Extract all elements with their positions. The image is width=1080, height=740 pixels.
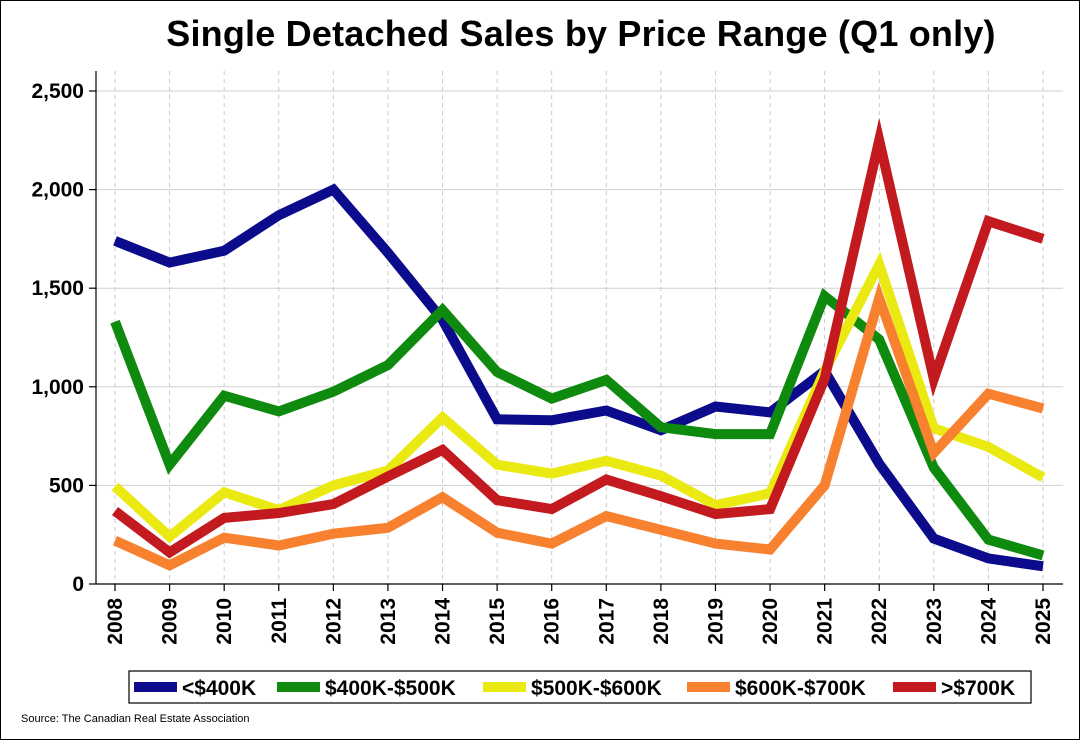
y-tick-label: 1,500: [31, 277, 84, 300]
x-tick-label: 2025: [1032, 598, 1055, 645]
series-line-1: [110, 287, 1045, 561]
x-tick-label: 2014: [432, 598, 455, 645]
x-tick-label: 2010: [213, 598, 236, 645]
y-tick-label: 1,000: [31, 376, 84, 399]
legend-label: <$400K: [182, 677, 256, 700]
x-tick-label: 2008: [104, 598, 127, 645]
x-tick-label: 2023: [923, 598, 946, 645]
y-tick-label: 500: [49, 474, 84, 497]
x-tick-label: 2009: [159, 598, 182, 645]
x-tick-label: 2016: [541, 598, 564, 645]
x-tick-label: 2013: [377, 598, 400, 645]
series-line-4: [111, 117, 1045, 559]
legend-label: $600K-$700K: [735, 677, 866, 700]
x-tick-label: 2015: [486, 598, 509, 645]
x-tick-label: 2011: [268, 598, 291, 644]
source-note: Source: The Canadian Real Estate Associa…: [21, 713, 250, 725]
x-tick-label: 2019: [704, 598, 727, 645]
series-line-2: [111, 251, 1046, 544]
x-tick-label: 2024: [977, 598, 1000, 645]
y-tick-label: 2,500: [31, 80, 84, 103]
x-tick-label: 2018: [650, 598, 673, 645]
x-tick-label: 2022: [868, 598, 891, 645]
x-tick-label: 2021: [814, 598, 837, 645]
x-tick-label: 2012: [322, 598, 345, 645]
y-tick-label: 0: [72, 573, 84, 596]
x-tick-label: 2017: [595, 598, 618, 645]
x-tick-label: 2020: [759, 598, 782, 645]
legend-label: $500K-$600K: [531, 677, 662, 700]
chart-title: Single Detached Sales by Price Range (Q1…: [166, 13, 996, 54]
series-line-3: [112, 281, 1045, 571]
legend-label: $400K-$500K: [325, 677, 456, 700]
series-line-0: [113, 183, 1044, 572]
y-tick-label: 2,000: [31, 179, 84, 202]
legend-label: >$700K: [941, 677, 1015, 700]
